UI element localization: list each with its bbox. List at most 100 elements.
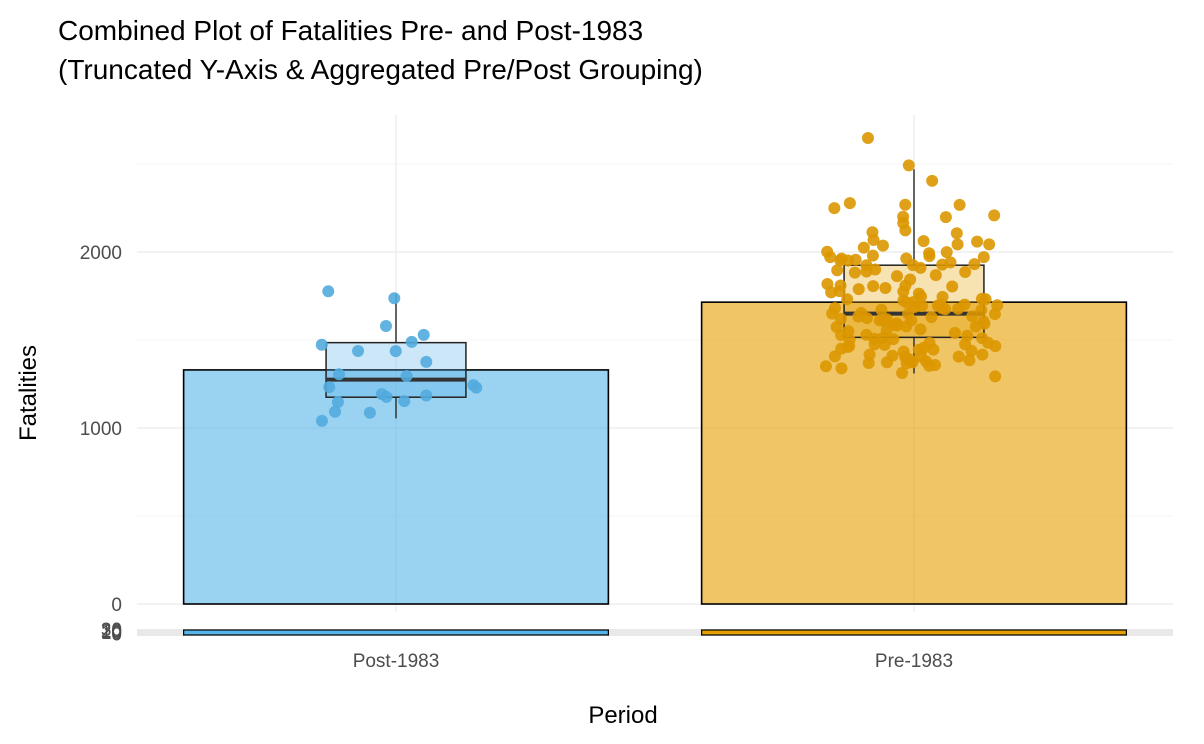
data-point — [878, 314, 891, 327]
data-point — [363, 406, 376, 419]
data-point — [977, 251, 990, 264]
data-point — [925, 311, 938, 324]
inset-tick-label: 10 — [101, 623, 122, 644]
data-point — [959, 265, 972, 278]
data-point — [331, 395, 344, 408]
data-point — [819, 360, 832, 373]
data-point — [900, 357, 913, 370]
data-point — [862, 357, 875, 370]
data-point — [420, 355, 433, 368]
data-point — [900, 320, 913, 333]
data-point — [834, 279, 847, 292]
data-point — [902, 159, 915, 172]
data-point — [388, 292, 401, 305]
data-point — [968, 258, 981, 271]
data-point — [824, 251, 837, 264]
data-point — [989, 340, 1002, 353]
data-point — [951, 238, 964, 251]
data-point — [896, 367, 909, 380]
data-point — [926, 174, 939, 187]
data-point — [939, 211, 952, 224]
x-axis-title: Period — [588, 702, 657, 729]
data-point — [923, 250, 936, 263]
data-point — [988, 308, 1001, 321]
chart-title-line-1: Combined Plot of Fatalities Pre- and Pos… — [58, 15, 643, 46]
data-point — [849, 253, 862, 266]
data-point — [868, 338, 881, 351]
inset-bar-post-1983 — [183, 629, 609, 636]
data-point — [857, 241, 870, 254]
inset-strip — [137, 629, 1173, 636]
inset-tick-label: 30 — [101, 620, 122, 641]
data-point — [876, 239, 889, 252]
data-point — [380, 390, 393, 403]
data-point — [936, 258, 949, 271]
data-point — [323, 381, 336, 394]
data-point — [860, 312, 873, 325]
data-point — [875, 303, 888, 316]
data-point — [887, 333, 900, 346]
data-point — [897, 285, 910, 298]
data-point — [899, 198, 912, 211]
data-point — [843, 197, 856, 210]
data-point — [989, 370, 1002, 383]
data-point — [914, 323, 927, 336]
y-axis-title: Fatalities — [15, 345, 42, 441]
data-point — [417, 328, 430, 341]
data-point — [975, 304, 988, 317]
data-point — [834, 254, 847, 267]
data-point — [983, 238, 996, 251]
data-point — [946, 280, 959, 293]
data-point — [400, 369, 413, 382]
data-point — [852, 283, 865, 296]
data-point — [906, 259, 919, 272]
data-point — [971, 235, 984, 248]
data-point — [975, 292, 988, 305]
data-point — [332, 368, 345, 381]
data-point — [948, 326, 961, 339]
data-point — [420, 389, 433, 402]
data-point — [826, 307, 839, 320]
data-point — [315, 338, 328, 351]
data-point — [976, 348, 989, 361]
data-point — [927, 343, 940, 356]
data-point — [861, 132, 874, 145]
inset-bar-pre-1983 — [701, 629, 1127, 636]
data-point — [860, 265, 873, 278]
points-layer — [315, 132, 1004, 427]
data-point — [470, 381, 483, 394]
y-tick-label: 2000 — [80, 243, 122, 264]
data-point — [929, 269, 942, 282]
inset-tick-label: 20 — [101, 621, 122, 642]
data-point — [828, 202, 841, 215]
data-point — [867, 280, 880, 293]
data-point — [953, 198, 966, 211]
data-point — [881, 356, 894, 369]
data-point — [950, 227, 963, 240]
data-point — [841, 293, 854, 306]
data-point — [328, 405, 341, 418]
chart-title-line-2: (Truncated Y-Axis & Aggregated Pre/Post … — [58, 54, 703, 85]
data-point — [966, 310, 979, 323]
data-point — [939, 303, 952, 316]
data-point — [322, 285, 335, 298]
data-point — [969, 320, 982, 333]
data-point — [835, 362, 848, 375]
data-point — [405, 335, 418, 348]
data-point — [940, 246, 953, 259]
data-point — [866, 249, 879, 262]
data-point — [828, 350, 841, 363]
box-iqr-post-1983 — [325, 341, 467, 398]
data-point — [379, 319, 392, 332]
data-point — [929, 358, 942, 371]
data-point — [867, 234, 880, 247]
inset-tick-label: 0 — [111, 624, 122, 645]
data-point — [879, 282, 892, 295]
data-point — [315, 414, 328, 427]
data-point — [831, 264, 844, 277]
axis-layer: 0 1000 2000 Post-1983 Pre-1983 — [80, 243, 953, 672]
data-point — [952, 302, 965, 315]
data-point — [352, 345, 365, 358]
data-point — [389, 345, 402, 358]
